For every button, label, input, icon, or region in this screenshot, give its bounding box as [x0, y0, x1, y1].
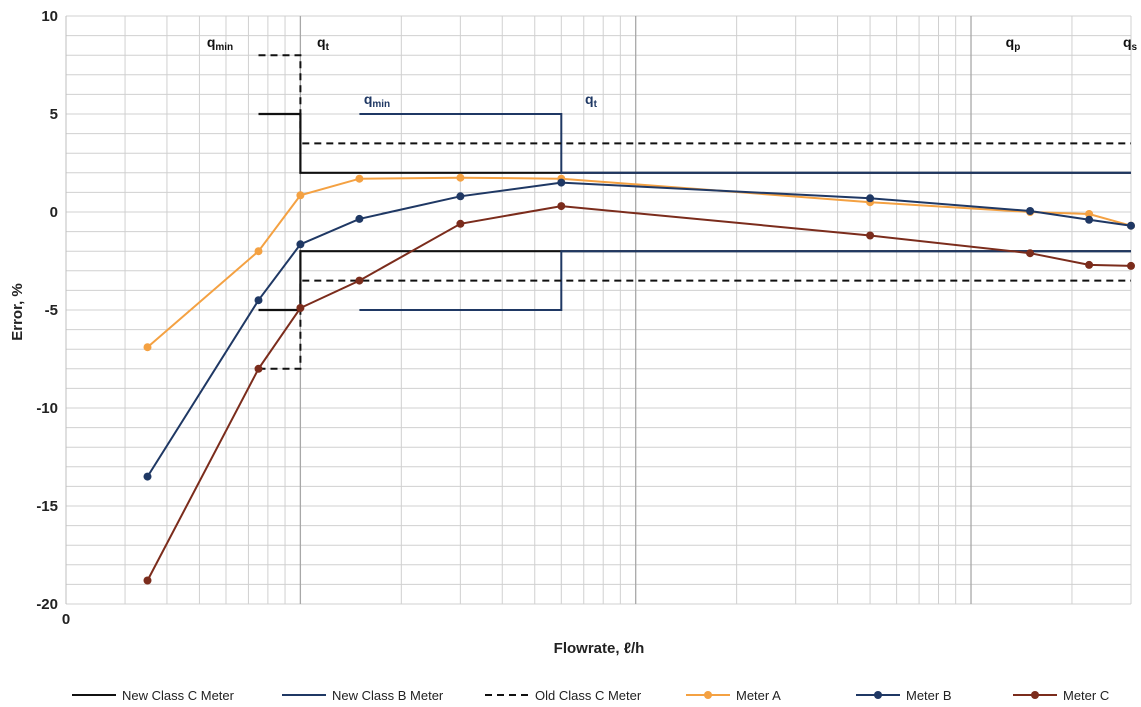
chart-grid — [65, 15, 1132, 605]
data-point — [456, 192, 465, 201]
series-line — [146, 176, 1132, 348]
flow-annotation: qmin — [364, 91, 390, 110]
y-tick-label: -20 — [36, 596, 58, 613]
data-point — [456, 219, 465, 228]
data-point — [254, 296, 263, 305]
flow-annotation: qp — [1006, 34, 1021, 53]
legend: New Class C Meter New Class B Meter Old Cl… — [72, 688, 1109, 703]
data-point — [866, 231, 875, 240]
data-point — [355, 214, 364, 223]
legend-label: Meter A — [736, 688, 781, 703]
data-point — [143, 576, 152, 585]
legend-label: New Class C Meter — [122, 688, 235, 703]
flow-annotation: qt — [317, 34, 330, 53]
y-tick-labels: 10 5 0 -5 -10 -15 -20 — [36, 8, 58, 613]
flow-annotations: qmin qt qmin qt qp qs — [207, 34, 1138, 110]
data-point — [1127, 261, 1135, 270]
legend-label: Meter B — [906, 688, 952, 703]
flow-annotation: qs — [1123, 34, 1138, 53]
legend-label: Meter C — [1063, 688, 1109, 703]
data-point — [866, 194, 875, 203]
data-point — [557, 178, 566, 187]
y-tick-label: -10 — [36, 400, 58, 417]
flow-annotation: qt — [585, 91, 598, 110]
data-point — [456, 173, 465, 182]
data-point — [254, 364, 263, 373]
data-point — [1085, 215, 1094, 224]
x-origin-label: 0 — [62, 611, 70, 628]
y-tick-label: 0 — [50, 204, 58, 221]
data-point — [254, 247, 263, 256]
legend-label: Old Class C Meter — [535, 688, 642, 703]
y-tick-label: 10 — [41, 8, 58, 25]
legend-marker — [704, 691, 712, 699]
data-point — [296, 240, 305, 249]
legend-marker — [1031, 691, 1039, 699]
limit-upper-line — [258, 54, 1131, 145]
data-point — [1026, 207, 1035, 215]
data-point — [296, 304, 305, 312]
data-point — [143, 472, 152, 481]
data-point — [296, 191, 305, 200]
y-tick-label: -15 — [36, 498, 58, 515]
limit-lower-line — [258, 279, 1131, 370]
meter-series — [143, 173, 1135, 585]
series-line — [146, 205, 1132, 581]
limit-envelopes — [258, 54, 1131, 370]
y-tick-label: -5 — [45, 302, 58, 319]
flow-annotation: qmin — [207, 34, 233, 53]
y-axis-title: Error, % — [9, 283, 26, 341]
x-axis-title: Flowrate, ℓ/h — [554, 640, 645, 657]
data-point — [557, 202, 566, 211]
legend-marker — [874, 691, 882, 699]
legend-label: New Class B Meter — [332, 688, 444, 703]
data-point — [1026, 249, 1035, 258]
data-point — [143, 343, 152, 352]
series-line — [146, 181, 1132, 478]
data-point — [355, 174, 364, 183]
data-point — [1127, 221, 1135, 230]
data-point — [1085, 260, 1094, 269]
data-point — [1085, 210, 1094, 218]
y-tick-label: 5 — [50, 106, 58, 123]
data-point — [355, 276, 364, 285]
